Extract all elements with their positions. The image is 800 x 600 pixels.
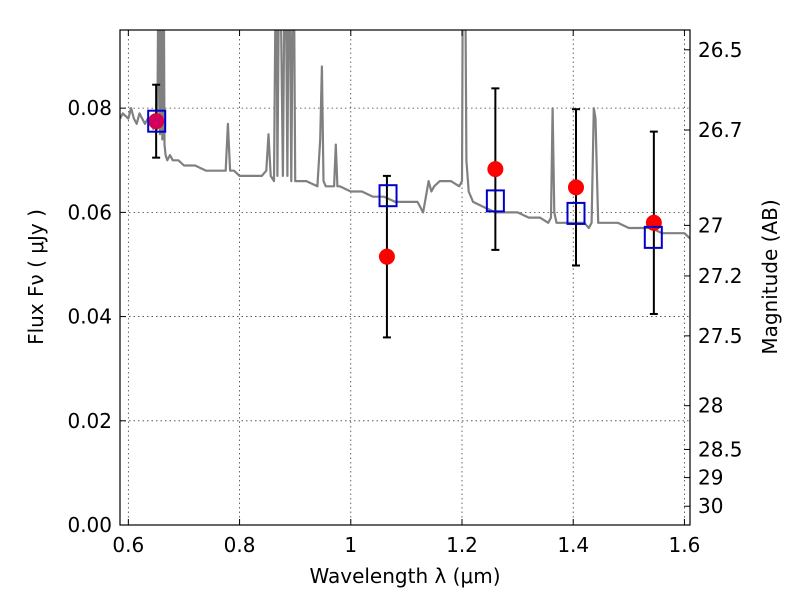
- plot-frame: [119, 29, 691, 526]
- model-point: [643, 225, 663, 249]
- y2-tick-label: 28.5: [698, 437, 743, 461]
- spectrum-layer: [120, 30, 690, 240]
- overlap-marker: [148, 113, 164, 129]
- x-tick-label: 1.6: [669, 533, 701, 557]
- y2-tick-label: 28: [698, 394, 723, 418]
- y-tick-label: 0.02: [67, 409, 112, 433]
- y2-tick-label: 27: [698, 213, 723, 237]
- x-tick-label: 0.6: [112, 533, 144, 557]
- y2-tick-label: 27.2: [698, 264, 743, 288]
- x-tick-label: 0.8: [224, 533, 256, 557]
- model-point: [566, 201, 586, 225]
- y-tick-label: 0.08: [67, 96, 112, 120]
- spectrum-line: [120, 30, 690, 240]
- model-point: [147, 109, 167, 133]
- y2-tick-label: 29: [698, 466, 723, 490]
- x-tick-label: 1.4: [557, 533, 589, 557]
- y-axis-label: Flux Fν ( μJy ): [24, 209, 48, 345]
- model-point: [378, 184, 398, 208]
- x-axis-label: Wavelength λ (μm): [309, 564, 500, 588]
- model-point: [485, 189, 505, 213]
- observed-point: [487, 161, 504, 178]
- y-tick-label: 0.00: [67, 513, 112, 537]
- x-tick-label: 1: [344, 533, 357, 557]
- ticks-layer: 0.6 0.8 1 1.2 1.4 1.6 0.00 0.02 0.04 0.06 0.08 26.5…: [67, 30, 743, 557]
- observed-point: [568, 179, 584, 196]
- y2-tick-label: 30: [698, 494, 723, 518]
- y2-tick-label: 26.5: [698, 38, 743, 62]
- y2-axis-label: Magnitude (AB): [758, 199, 782, 354]
- points-layer: [147, 109, 663, 265]
- observed-point: [645, 214, 662, 231]
- y2-tick-label: 27.5: [698, 324, 743, 348]
- y2-tick-label: 26.7: [698, 118, 743, 142]
- y-tick-label: 0.04: [67, 305, 112, 329]
- y-tick-label: 0.06: [67, 200, 112, 224]
- observed-point: [378, 248, 395, 265]
- x-tick-label: 1.2: [446, 533, 478, 557]
